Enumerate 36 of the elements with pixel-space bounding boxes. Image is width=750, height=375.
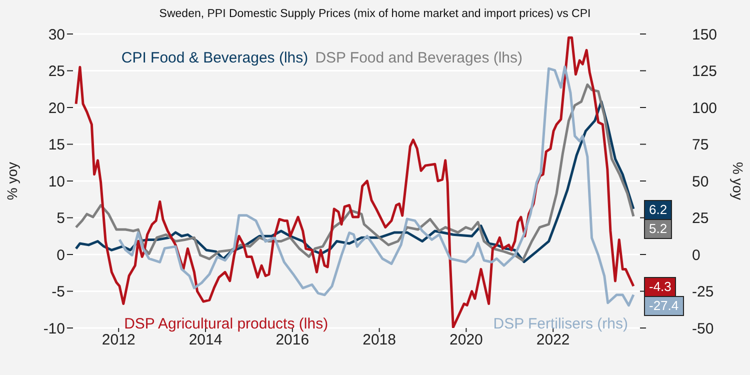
y2-tick-label: 50 <box>692 173 709 190</box>
y2-tick-label: 150 <box>692 26 718 44</box>
y2-tick-label: 0 <box>692 246 700 264</box>
text: DSP Food and Beverages (lhs) <box>315 49 523 66</box>
x-tick-label: 2014 <box>188 332 222 349</box>
data-label: -4.3 <box>644 277 676 298</box>
y-tick-label: 25 <box>48 63 65 80</box>
y2-tick-label: -50 <box>692 320 714 338</box>
y-tick-label: -5 <box>52 284 65 301</box>
x-tick-label: 2012 <box>102 332 136 349</box>
line-series <box>118 66 635 307</box>
y-tick-label: 15 <box>48 136 65 154</box>
y2-tick-label: 125 <box>692 63 718 80</box>
data-label: -27.4 <box>644 296 684 316</box>
chart-title: Sweden, PPI Domestic Supply Prices (mix of home market and import prices) vs CPI <box>158 8 592 20</box>
series-label: DSP Fertilisers (rhs) <box>493 315 628 332</box>
y-tick-label: -10 <box>43 320 65 338</box>
y2-tick-label: 75 <box>692 136 709 154</box>
y2-tick-label: 25 <box>692 210 709 228</box>
y-tick-label: 30 <box>48 26 65 44</box>
x-tick-label: 2016 <box>276 332 310 349</box>
y2-tick-label: -25 <box>692 284 714 301</box>
y-tick-label: 0 <box>56 246 65 264</box>
y2-axis-title: % yoy <box>730 162 746 200</box>
y-tick-label: 20 <box>48 100 65 117</box>
y-tick-label: 5 <box>56 210 65 228</box>
x-tick-label: 2018 <box>362 332 396 349</box>
series-label: DSP Agricultural products (lhs) <box>124 315 328 332</box>
x-tick-label: 2020 <box>450 332 483 349</box>
y-axis-title: % yoy <box>4 162 20 200</box>
y-tick-label: 10 <box>48 173 65 190</box>
text: CPI Food & Beverages (lhs) <box>121 49 308 66</box>
x-tick-label: 2022 <box>536 332 570 349</box>
data-label: 6.2 <box>644 200 672 220</box>
data-label: 5.2 <box>644 218 672 239</box>
y2-tick-label: 100 <box>692 100 718 117</box>
